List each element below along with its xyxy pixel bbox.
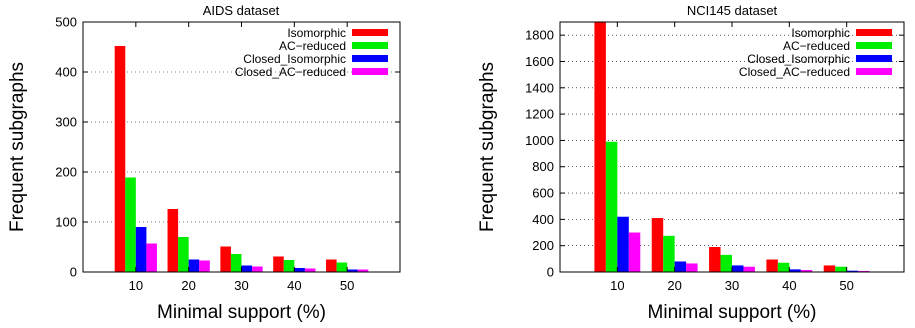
- x-tick-label: 30: [234, 278, 248, 293]
- legend-label: Isomorphic: [791, 26, 850, 40]
- y-axis-label: Frequent subgraphs: [7, 62, 28, 232]
- bar-ac-reduced-10: [125, 177, 136, 272]
- legend-label: Closed_Isomorphic: [243, 52, 346, 66]
- plot-frame: [559, 21, 905, 273]
- bar-isomorphic-40: [273, 256, 284, 272]
- legend-label: Closed_Isomorphic: [747, 52, 850, 66]
- y-tick-label: 0: [547, 265, 554, 280]
- legend-swatch: [352, 68, 388, 75]
- bar-closed-isomorphic-30: [241, 265, 253, 272]
- bar-closed-isomorphic-40: [789, 269, 801, 272]
- bar-closed-ac-reduced-20: [686, 263, 698, 272]
- legend-label: Isomorphic: [287, 26, 346, 40]
- bar-isomorphic-10: [114, 46, 126, 272]
- x-tick-label: 40: [782, 278, 796, 293]
- y-tick-label: 1600: [525, 54, 554, 69]
- chart-title: NCI145 dataset: [687, 3, 778, 18]
- y-tick-label: 600: [532, 186, 554, 201]
- bar-isomorphic-50: [823, 265, 836, 272]
- bar-closed-isomorphic-10: [135, 227, 147, 272]
- x-tick-label: 20: [667, 278, 681, 293]
- bar-closed-isomorphic-50: [846, 270, 859, 272]
- bar-closed-ac-reduced-10: [628, 232, 641, 272]
- legend-swatch: [856, 42, 892, 49]
- legend-label: AC−reduced: [783, 39, 850, 53]
- bar-isomorphic-20: [651, 218, 664, 272]
- bar-closed-ac-reduced-30: [252, 266, 263, 272]
- x-tick-label: 10: [610, 278, 624, 293]
- bar-closed-ac-reduced-40: [800, 270, 813, 272]
- bar-closed-ac-reduced-20: [199, 260, 210, 272]
- bar-isomorphic-10: [594, 22, 606, 272]
- x-tick-label: 20: [181, 278, 195, 293]
- y-tick-label: 400: [532, 212, 554, 227]
- y-tick-label: 200: [55, 165, 77, 180]
- x-tick-label: 10: [129, 278, 143, 293]
- y-tick-label: 400: [55, 65, 77, 80]
- bar-closed-ac-reduced-40: [304, 268, 316, 272]
- legend-swatch: [352, 55, 388, 62]
- bar-closed-ac-reduced-30: [743, 266, 755, 272]
- bar-closed-isomorphic-30: [732, 265, 744, 272]
- legend-swatch: [352, 29, 388, 36]
- bar-ac-reduced-50: [336, 262, 348, 272]
- bar-ac-reduced-40: [777, 262, 790, 272]
- y-tick-label: 500: [55, 15, 77, 30]
- bar-closed-isomorphic-20: [188, 259, 200, 272]
- bar-ac-reduced-50: [835, 266, 847, 272]
- bar-isomorphic-40: [766, 259, 778, 272]
- bar-ac-reduced-10: [605, 141, 618, 272]
- legend-label: Closed_AC−reduced: [235, 65, 346, 79]
- legend-label: Closed_AC−reduced: [739, 65, 850, 79]
- chart-panel-1: 0 100 200 300 400 500 10 20 30 40 50 AIDS dataset Mi…: [7, 3, 401, 323]
- legend-swatch: [856, 68, 892, 75]
- bar-closed-isomorphic-20: [674, 261, 687, 272]
- bar-ac-reduced-30: [720, 254, 732, 272]
- bar-closed-ac-reduced-50: [858, 270, 870, 272]
- x-tick-label: 50: [839, 278, 853, 293]
- legend-swatch: [856, 29, 892, 36]
- y-tick-label: 1800: [525, 28, 554, 43]
- bar-ac-reduced-40: [283, 260, 295, 272]
- bar-closed-isomorphic-10: [617, 216, 629, 272]
- y-tick-label: 1200: [525, 107, 554, 122]
- y-tick-label: 300: [55, 115, 77, 130]
- bar-ac-reduced-30: [230, 254, 242, 272]
- y-tick-label: 800: [532, 159, 554, 174]
- bar-closed-ac-reduced-10: [146, 243, 157, 272]
- bar-closed-ac-reduced-50: [357, 269, 369, 272]
- bar-closed-isomorphic-50: [347, 269, 358, 272]
- y-tick-label: 1400: [525, 80, 554, 95]
- bar-isomorphic-30: [709, 247, 721, 272]
- legend-label: AC−reduced: [279, 39, 346, 53]
- y-tick-label: 100: [55, 215, 77, 230]
- bar-closed-isomorphic-40: [294, 268, 305, 272]
- chart-title: AIDS dataset: [203, 3, 280, 18]
- plot-frame: [82, 21, 401, 273]
- bar-ac-reduced-20: [178, 237, 189, 272]
- legend-swatch: [352, 42, 388, 49]
- bar-isomorphic-30: [220, 246, 231, 272]
- y-tick-label: 200: [532, 238, 554, 253]
- x-tick-label: 30: [725, 278, 739, 293]
- legend-swatch: [856, 55, 892, 62]
- chart-panel-2: 0 200 400 600 800 1000 1200 1400 1600 1800 10 20 30 4…: [477, 3, 905, 323]
- y-tick-label: 0: [70, 265, 77, 280]
- bar-isomorphic-20: [167, 209, 179, 272]
- x-tick-label: 40: [287, 278, 301, 293]
- bar-isomorphic-50: [326, 259, 337, 272]
- bar-ac-reduced-20: [663, 235, 675, 272]
- y-tick-label: 1000: [525, 133, 554, 148]
- x-axis-label: Minimal support (%): [157, 302, 326, 323]
- x-axis-label: Minimal support (%): [648, 302, 817, 323]
- y-axis-label: Frequent subgraphs: [477, 62, 498, 232]
- x-tick-label: 50: [340, 278, 354, 293]
